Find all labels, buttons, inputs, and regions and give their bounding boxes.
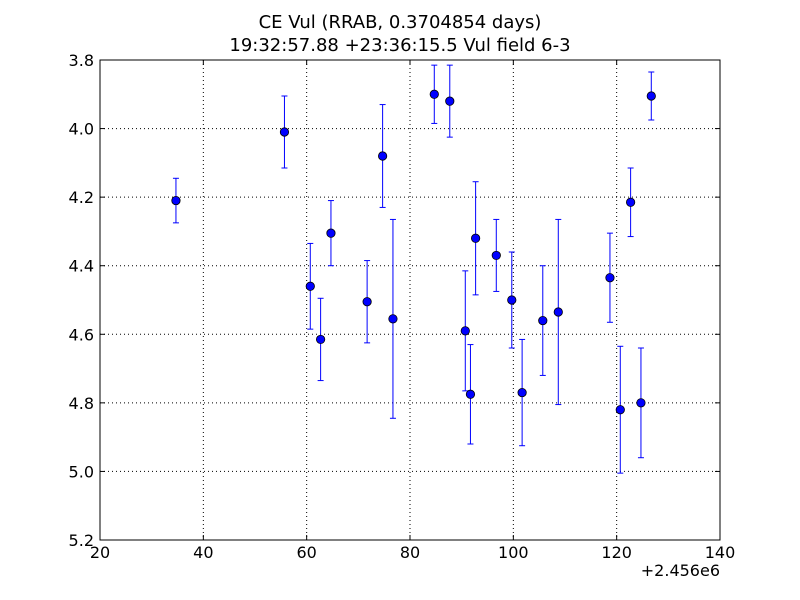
data-point-group — [460, 270, 470, 392]
y-tick-label: 5.0 — [69, 462, 94, 481]
data-point — [636, 398, 646, 408]
y-tick-label: 5.2 — [69, 531, 94, 550]
data-point-group — [362, 260, 372, 344]
x-tick-label: 60 — [296, 543, 316, 562]
data-point — [471, 233, 481, 243]
data-point-group — [388, 218, 398, 419]
data-point-group — [553, 218, 563, 406]
data-point-group — [626, 167, 636, 238]
data-point-group — [646, 71, 656, 121]
axis-ticks: 20 40 60 80 100 120 140 3.8 4.0 4.2 4.4 4.6 4.8 5.0 5.… — [69, 51, 736, 562]
x-tick-label: 140 — [705, 543, 736, 562]
data-point — [538, 315, 548, 326]
data-point — [626, 197, 636, 207]
data-point — [605, 273, 615, 283]
data-point-group — [171, 177, 181, 224]
data-point-group — [538, 265, 548, 376]
data-point — [646, 91, 656, 101]
x-tick-label: 80 — [400, 543, 420, 562]
data-point — [305, 281, 315, 291]
data-point — [491, 250, 501, 261]
data-point-group — [465, 344, 476, 445]
data-point-group — [471, 181, 481, 296]
data-point — [615, 405, 625, 415]
data-point-group — [326, 200, 336, 267]
data-point-group — [305, 242, 315, 330]
data-series — [171, 64, 656, 474]
y-tick-label: 3.8 — [69, 51, 94, 70]
y-tick-label: 4.8 — [69, 394, 94, 413]
data-point-group — [429, 64, 439, 124]
x-tick-label: 20 — [90, 543, 110, 562]
data-point-group — [378, 104, 388, 208]
y-tick-label: 4.6 — [69, 325, 94, 344]
grid-lines — [100, 60, 720, 540]
data-point — [445, 96, 455, 106]
data-point — [460, 326, 470, 336]
data-point-group — [605, 232, 615, 323]
data-point — [362, 297, 372, 307]
data-point — [517, 387, 527, 398]
data-point — [429, 89, 439, 99]
data-point-group — [279, 95, 290, 169]
data-point — [279, 127, 290, 137]
data-point-group — [636, 347, 646, 459]
y-tick-label: 4.2 — [69, 188, 94, 207]
data-point — [465, 389, 476, 399]
data-point — [378, 151, 388, 161]
chart-subtitle: 19:32:57.88 +23:36:15.5 Vul field 6-3 — [229, 35, 571, 56]
data-point-group — [507, 251, 517, 349]
data-point-group — [517, 338, 527, 447]
data-point-group — [491, 218, 501, 292]
data-point-group — [615, 345, 625, 474]
data-point — [316, 334, 326, 345]
x-tick-label: 100 — [498, 543, 529, 562]
data-point — [507, 295, 517, 305]
chart-title: CE Vul (RRAB, 0.3704854 days) — [258, 12, 542, 33]
x-tick-label: 120 — [601, 543, 632, 562]
y-tick-label: 4.0 — [69, 120, 94, 139]
x-tick-label: 40 — [193, 543, 213, 562]
x-axis-offset-label: +2.456e6 — [641, 561, 720, 580]
data-point — [553, 307, 563, 317]
data-point — [388, 314, 398, 324]
data-point-group — [445, 64, 455, 138]
data-point-group — [316, 297, 326, 382]
data-point — [171, 195, 181, 206]
y-tick-label: 4.4 — [69, 257, 94, 276]
data-point — [326, 228, 336, 238]
